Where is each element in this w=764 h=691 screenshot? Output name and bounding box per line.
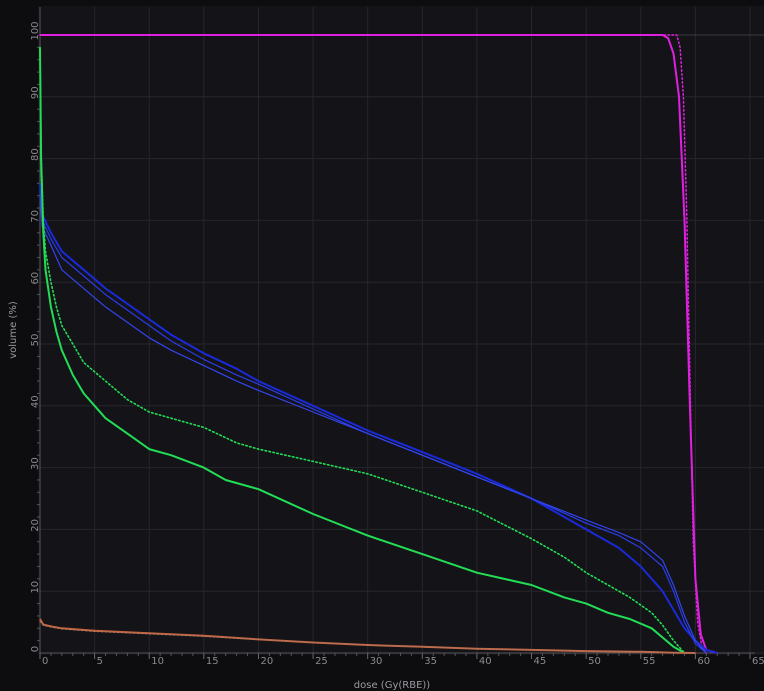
x-tick-label: 65 bbox=[752, 656, 764, 667]
x-tick-label: 25 bbox=[315, 656, 328, 667]
x-tick-label: 55 bbox=[643, 656, 656, 667]
plot-area bbox=[38, 6, 764, 655]
y-tick-label: 0 bbox=[30, 646, 41, 652]
series-line-1 bbox=[40, 34, 718, 654]
y-axis-label: volume (%) bbox=[8, 301, 19, 359]
y-tick-label: 60 bbox=[30, 272, 41, 285]
tick-labels: 0 5 10 15 20 25 30 35 40 45 50 55 60 65 0 10 20 30 40 50 60 7… bbox=[30, 21, 764, 667]
y-tick-label: 70 bbox=[30, 210, 41, 223]
series-line-7 bbox=[39, 46, 686, 654]
y-tick-label: 80 bbox=[30, 148, 41, 161]
x-tick-label: 15 bbox=[206, 656, 219, 667]
x-tick-label: 20 bbox=[260, 656, 273, 667]
series-layer bbox=[39, 34, 718, 654]
x-tick-label: 40 bbox=[479, 656, 492, 667]
x-tick-label: 45 bbox=[534, 656, 547, 667]
y-tick-label: 40 bbox=[30, 395, 41, 408]
y-tick-label: 50 bbox=[30, 334, 41, 347]
series-line-5 bbox=[39, 195, 707, 654]
x-axis-label: dose (Gy(RBE)) bbox=[354, 680, 431, 691]
series-line-2 bbox=[39, 34, 708, 654]
series-line-9 bbox=[39, 620, 696, 654]
series-line-4 bbox=[39, 189, 707, 654]
y-tick-label: 30 bbox=[30, 457, 41, 470]
y-tick-label: 100 bbox=[30, 21, 41, 40]
x-tick-label: 5 bbox=[97, 656, 103, 667]
tick-marks bbox=[37, 7, 755, 659]
x-tick-label: 60 bbox=[697, 656, 710, 667]
y-tick-label: 10 bbox=[30, 581, 41, 594]
y-tick-label: 90 bbox=[30, 86, 41, 99]
x-tick-label: 0 bbox=[42, 656, 48, 667]
x-tick-label: 30 bbox=[370, 656, 383, 667]
series-line-6 bbox=[39, 47, 685, 654]
x-tick-label: 35 bbox=[424, 656, 437, 667]
y-tick-label: 20 bbox=[30, 519, 41, 532]
x-tick-label: 10 bbox=[151, 656, 164, 667]
x-tick-label: 50 bbox=[588, 656, 601, 667]
series-line-3 bbox=[39, 183, 718, 654]
